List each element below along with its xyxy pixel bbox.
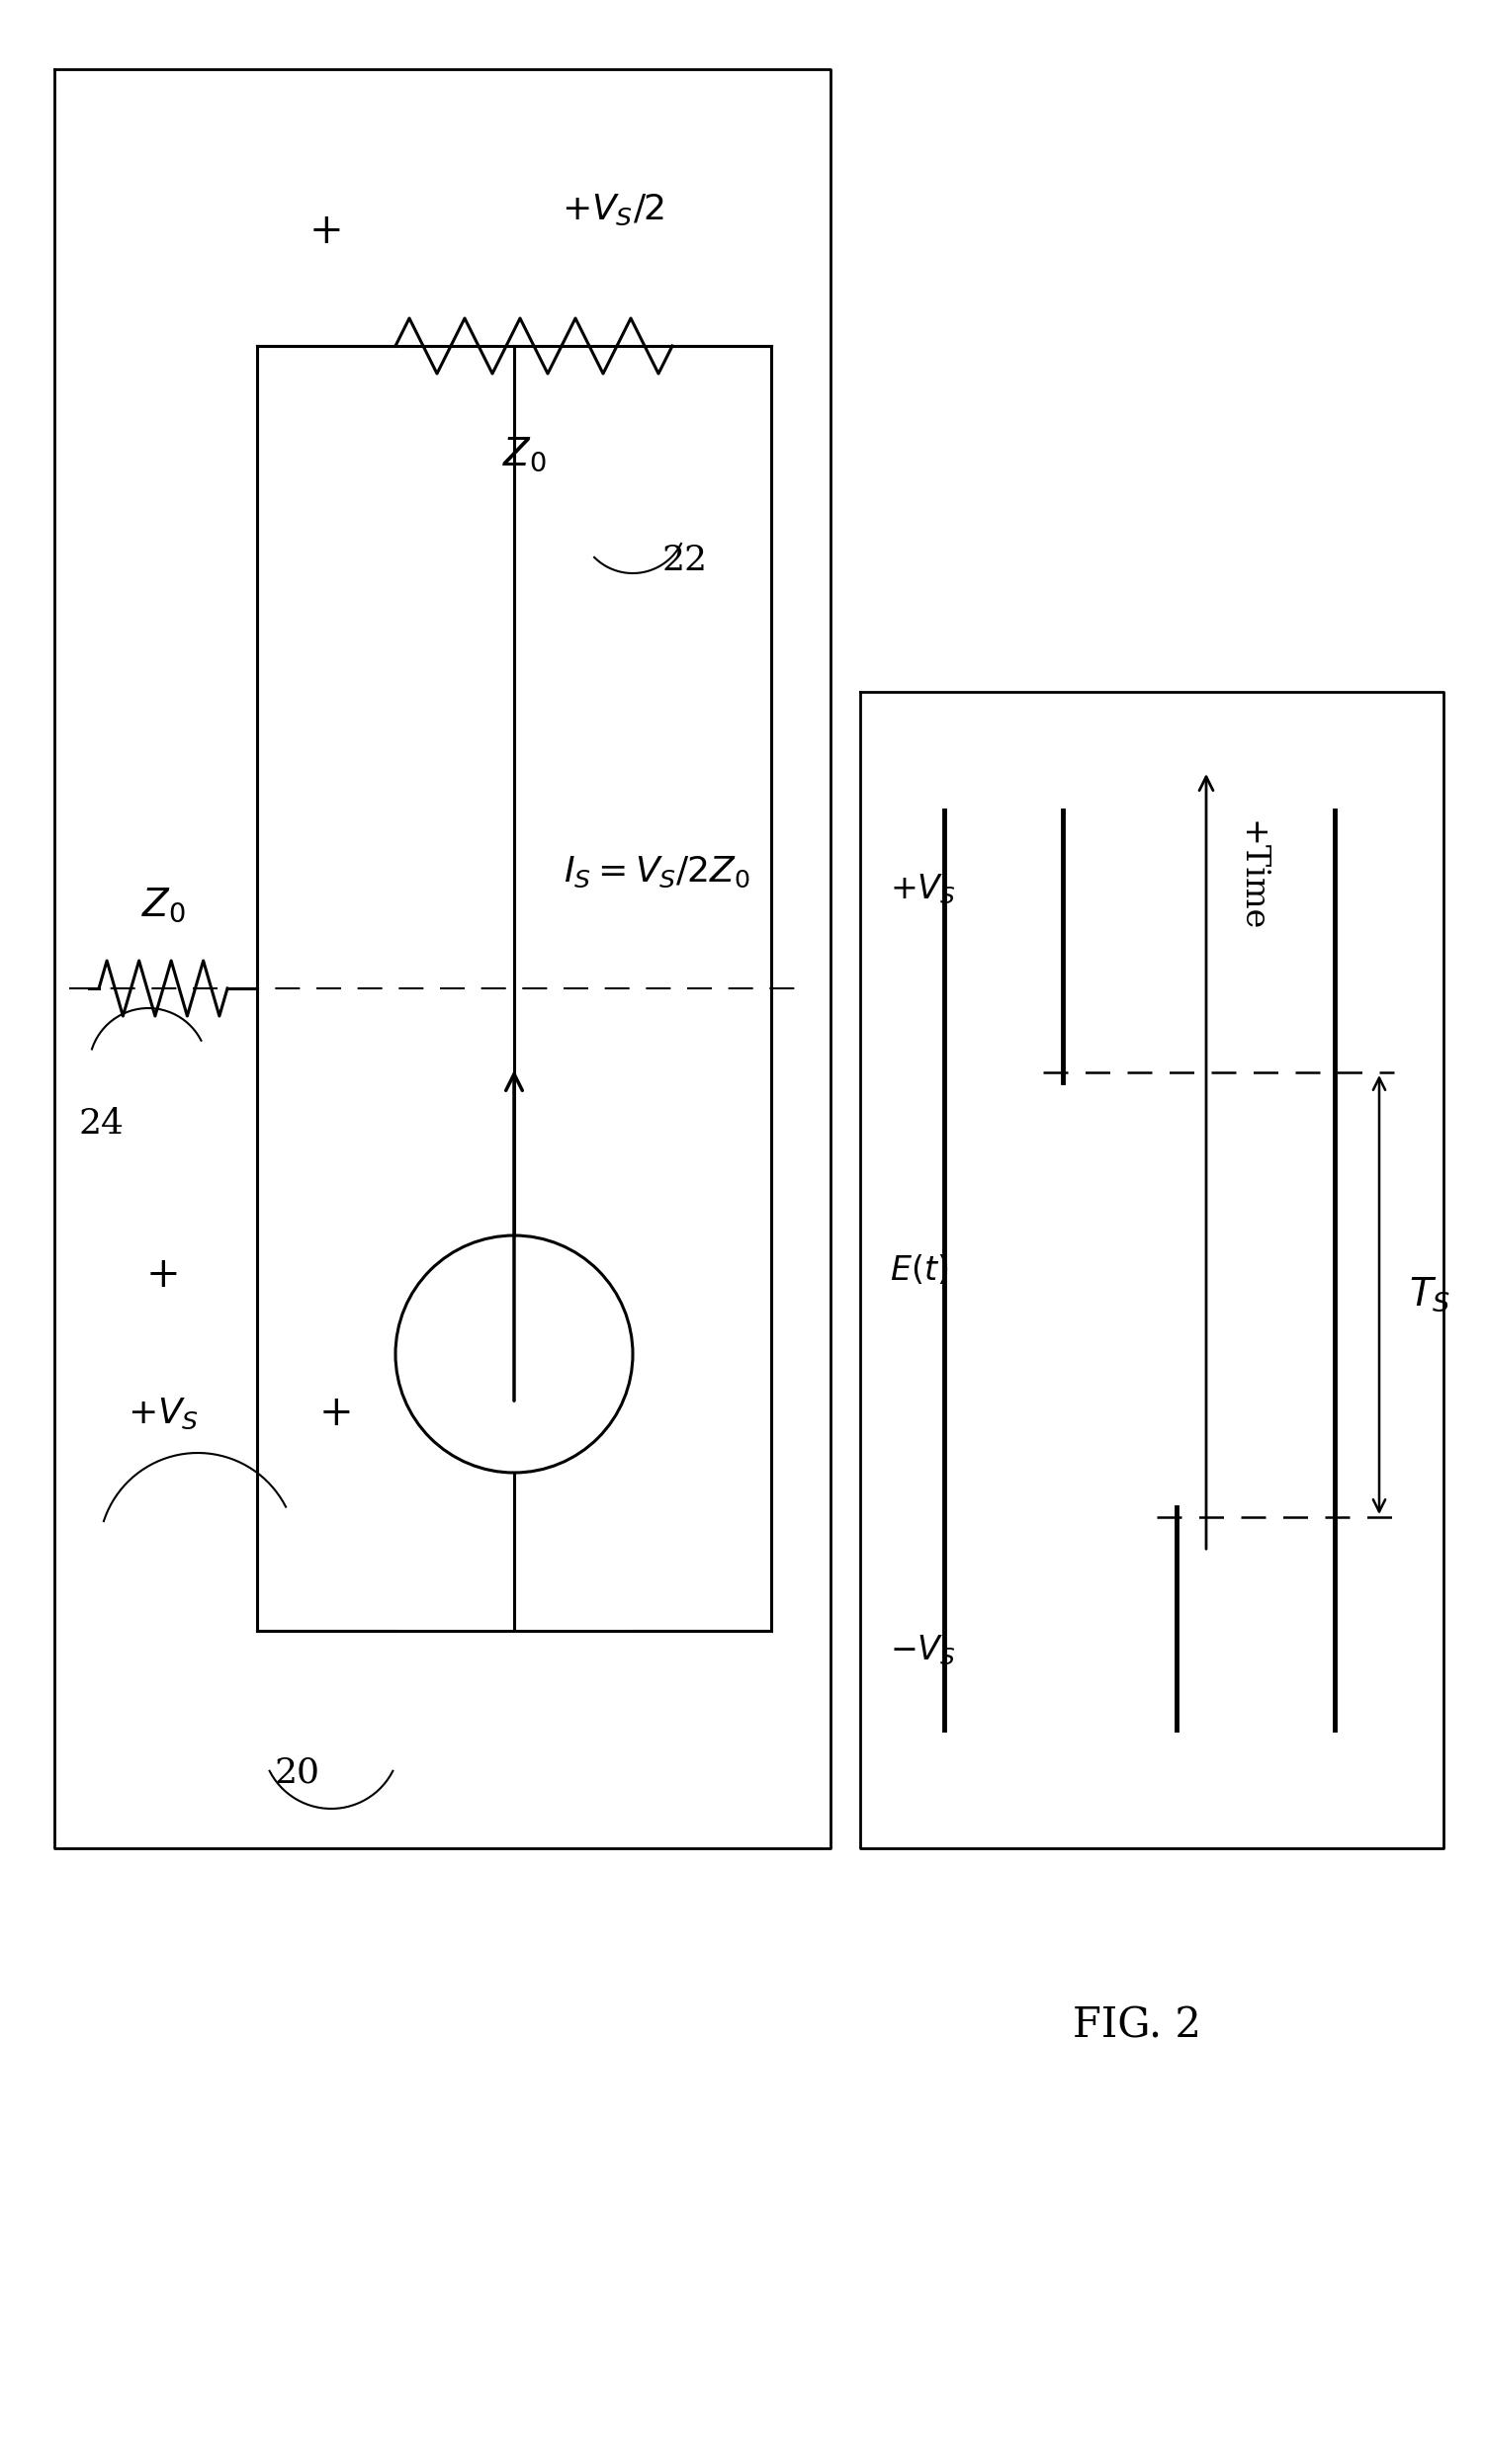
Text: $T_S$: $T_S$ [1409, 1276, 1451, 1313]
Text: $+V_S$: $+V_S$ [890, 872, 956, 907]
Text: +Time: +Time [1236, 821, 1268, 931]
Text: +: + [309, 209, 343, 251]
Text: +: + [319, 1392, 353, 1434]
Text: 24: 24 [79, 1106, 125, 1141]
Text: FIG. 2: FIG. 2 [1072, 2006, 1201, 2048]
Text: $-V_S$: $-V_S$ [890, 1634, 956, 1668]
Text: $Z_0$: $Z_0$ [141, 887, 186, 924]
Text: $I_S=V_S/2Z_0$: $I_S=V_S/2Z_0$ [563, 855, 750, 890]
Text: $Z_0$: $Z_0$ [502, 434, 546, 473]
Text: 22: 22 [662, 545, 708, 577]
Text: 20: 20 [273, 1754, 319, 1789]
Text: $E(t)$: $E(t)$ [890, 1254, 949, 1286]
Text: $+V_S$: $+V_S$ [128, 1397, 199, 1432]
Text: +: + [146, 1254, 180, 1296]
Text: $+V_S/2$: $+V_S/2$ [561, 192, 665, 227]
